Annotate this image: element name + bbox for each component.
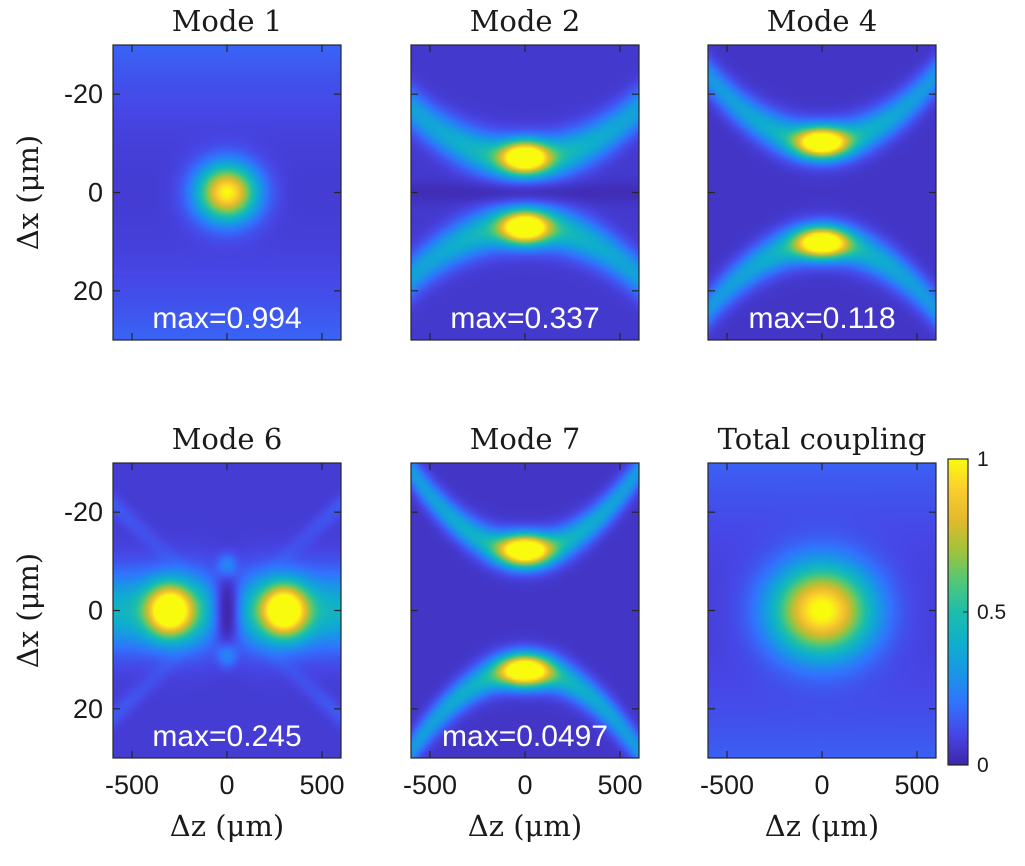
x-tick-label: 500 [597, 770, 642, 800]
x-tick-label: 0 [219, 770, 234, 800]
y-tick-label: 0 [88, 596, 103, 626]
panel-total-coupling: Total coupling -500 0 500 Δz (μm) [700, 422, 940, 843]
heatmap-mode-1 [113, 45, 341, 340]
panel-mode-4: Mode 4 max=0.118 [707, 4, 937, 341]
y-tick-label: -20 [64, 79, 103, 109]
colorbar-tick-label: 0 [977, 754, 989, 777]
x-axis-label: Δz (μm) [170, 809, 284, 843]
max-annotation: max=0.994 [152, 302, 301, 335]
y-tick-label: 20 [73, 694, 103, 724]
heatmap-mode-7 [411, 463, 639, 758]
panel-title: Mode 4 [767, 4, 878, 38]
x-tick-label: 0 [517, 770, 532, 800]
panel-title: Total coupling [718, 422, 927, 456]
panel-mode-2: Mode 2 max=0.337 [410, 4, 640, 341]
max-annotation: max=0.245 [152, 720, 301, 753]
max-annotation: max=0.118 [748, 302, 895, 335]
colorbar-tick-label: 0.5 [977, 601, 1006, 624]
y-tick-label: 20 [73, 276, 103, 306]
x-tick-label: -500 [403, 770, 457, 800]
panel-mode-7: Mode 7 -500 0 500 Δz (μm) max=0.0497 [403, 422, 643, 843]
x-tick-label: -500 [105, 770, 159, 800]
panel-title: Mode 1 [172, 4, 283, 38]
panel-mode-6: Mode 6 -20 0 20 -500 0 500 Δx (μm) Δz (μm) max=0.… [11, 422, 345, 843]
x-tick-label: -500 [700, 770, 754, 800]
heatmap-mode-2 [411, 45, 639, 340]
max-annotation: max=0.0497 [442, 720, 608, 753]
colorbar: 10.50 [947, 448, 1006, 777]
heatmap-mode-4 [708, 45, 936, 340]
max-annotation: max=0.337 [450, 302, 599, 335]
colorbar-tick-label: 1 [977, 448, 989, 471]
heatmap-mode-6 [113, 463, 341, 758]
panel-title: Mode 6 [172, 422, 283, 456]
y-axis-label: Δx (μm) [11, 135, 45, 251]
heatmap-total-coupling [708, 463, 936, 758]
y-tick-label: 0 [88, 178, 103, 208]
panel-title: Mode 7 [470, 422, 581, 456]
y-tick-label: -20 [64, 497, 103, 527]
panel-mode-1: Mode 1 -20 0 20 Δx (μm) max=0.994 [11, 4, 342, 341]
x-axis-label: Δz (μm) [468, 809, 582, 843]
x-tick-label: 500 [894, 770, 939, 800]
x-tick-label: 0 [814, 770, 829, 800]
x-axis-label: Δz (μm) [765, 809, 879, 843]
panel-title: Mode 2 [470, 4, 581, 38]
x-tick-label: 500 [299, 770, 344, 800]
y-axis-label: Δx (μm) [11, 553, 45, 669]
